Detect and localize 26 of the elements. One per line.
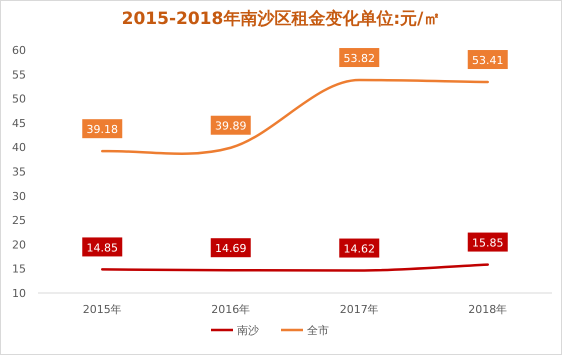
x-tick-label: 2015年: [82, 303, 122, 316]
y-tick-label: 55: [12, 68, 26, 82]
y-tick-label: 10: [12, 287, 26, 300]
y-tick-label: 35: [12, 166, 26, 178]
x-tick-label: 2017年: [340, 303, 379, 316]
chart-title: 2015-2018年南沙区租金变化单位:元/㎡: [122, 9, 440, 29]
data-label: 14.62: [344, 242, 375, 256]
data-label: 39.18: [86, 123, 118, 136]
data-label: 53.82: [344, 52, 375, 66]
x-tick-label: 2018年: [468, 303, 508, 316]
legend-label: 南沙: [237, 324, 259, 337]
y-tick-label: 30: [12, 190, 26, 203]
y-tick-label: 15: [12, 262, 26, 276]
y-tick-label: 45: [12, 116, 26, 130]
data-label: 15.85: [472, 236, 504, 250]
y-tick-label: 50: [12, 92, 26, 106]
y-tick-label: 20: [12, 238, 26, 252]
legend-label: 全市: [307, 324, 329, 337]
data-label: 14.85: [86, 241, 118, 254]
data-label: 39.89: [215, 120, 246, 133]
y-tick-label: 60: [12, 44, 26, 57]
y-tick-label: 40: [12, 141, 26, 154]
data-label: 14.69: [215, 242, 246, 256]
x-tick-label: 2016年: [211, 303, 250, 316]
data-label: 53.41: [472, 54, 504, 68]
y-tick-label: 25: [12, 214, 26, 228]
